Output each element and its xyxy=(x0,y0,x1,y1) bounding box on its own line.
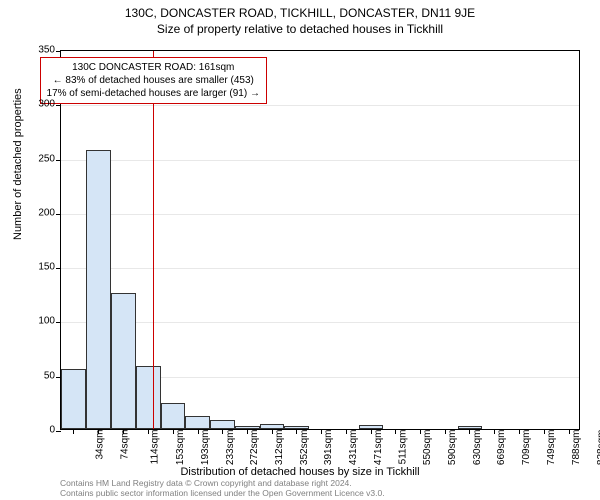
footer-line-1: Contains HM Land Registry data © Crown c… xyxy=(60,478,385,488)
x-tick-mark xyxy=(544,429,545,434)
x-tick-label: 788sqm xyxy=(571,430,582,466)
y-tick-label: 50 xyxy=(0,370,55,381)
x-tick-label: 431sqm xyxy=(348,430,359,466)
y-tick-mark xyxy=(56,322,61,323)
x-tick-mark xyxy=(420,429,421,434)
chart-title-main: 130C, DONCASTER ROAD, TICKHILL, DONCASTE… xyxy=(0,0,600,20)
histogram-bar xyxy=(61,369,86,429)
chart-plot-area: 34sqm74sqm114sqm153sqm193sqm233sqm272sqm… xyxy=(60,50,580,430)
marker-line xyxy=(153,51,154,429)
x-tick-mark xyxy=(569,429,570,434)
x-tick-label: 114sqm xyxy=(150,430,161,465)
y-tick-label: 250 xyxy=(0,153,55,164)
y-tick-mark xyxy=(56,268,61,269)
chart-title-sub: Size of property relative to detached ho… xyxy=(0,20,600,36)
grid-line xyxy=(61,268,579,269)
y-tick-mark xyxy=(56,105,61,106)
x-tick-mark xyxy=(73,429,74,434)
x-tick-mark xyxy=(395,429,396,434)
x-tick-mark xyxy=(198,429,199,434)
x-tick-label: 391sqm xyxy=(323,430,334,466)
y-tick-label: 200 xyxy=(0,207,55,218)
grid-line xyxy=(61,322,579,323)
y-tick-mark xyxy=(56,51,61,52)
x-tick-label: 471sqm xyxy=(373,430,384,466)
histogram-bar xyxy=(86,150,111,429)
x-tick-label: 511sqm xyxy=(397,430,408,465)
grid-line xyxy=(61,214,579,215)
x-tick-label: 74sqm xyxy=(120,430,131,460)
x-tick-label: 233sqm xyxy=(225,430,236,466)
x-tick-label: 749sqm xyxy=(546,430,557,466)
x-tick-mark xyxy=(98,429,99,434)
x-tick-mark xyxy=(222,429,223,434)
x-tick-label: 34sqm xyxy=(95,430,106,460)
x-tick-mark xyxy=(321,429,322,434)
x-tick-mark xyxy=(469,429,470,434)
x-tick-mark xyxy=(346,429,347,434)
x-tick-label: 550sqm xyxy=(422,430,433,466)
y-tick-label: 150 xyxy=(0,262,55,273)
x-tick-mark xyxy=(371,429,372,434)
x-tick-label: 709sqm xyxy=(521,430,532,466)
x-tick-label: 352sqm xyxy=(299,430,310,466)
info-box-line: 130C DONCASTER ROAD: 161sqm xyxy=(47,61,260,74)
y-tick-mark xyxy=(56,214,61,215)
x-tick-mark xyxy=(445,429,446,434)
x-tick-label: 153sqm xyxy=(175,430,186,466)
histogram-bar xyxy=(136,366,161,429)
y-tick-label: 100 xyxy=(0,316,55,327)
x-tick-label: 630sqm xyxy=(472,430,483,466)
x-tick-mark xyxy=(148,429,149,434)
footer-attribution: Contains HM Land Registry data © Crown c… xyxy=(60,478,385,498)
y-tick-label: 350 xyxy=(0,45,55,56)
x-tick-mark xyxy=(247,429,248,434)
x-tick-mark xyxy=(123,429,124,434)
histogram-bar xyxy=(185,416,210,429)
x-tick-label: 193sqm xyxy=(200,430,211,466)
footer-line-2: Contains public sector information licen… xyxy=(60,488,385,498)
info-box: 130C DONCASTER ROAD: 161sqm← 83% of deta… xyxy=(40,57,267,104)
grid-line xyxy=(61,105,579,106)
chart-container: 130C, DONCASTER ROAD, TICKHILL, DONCASTE… xyxy=(0,0,600,500)
histogram-bar xyxy=(111,293,136,429)
info-box-line: ← 83% of detached houses are smaller (45… xyxy=(47,74,260,87)
x-tick-label: 312sqm xyxy=(274,430,285,466)
y-tick-label: 300 xyxy=(0,99,55,110)
y-tick-label: 0 xyxy=(0,425,55,436)
y-tick-mark xyxy=(56,431,61,432)
x-tick-mark xyxy=(296,429,297,434)
grid-line xyxy=(61,160,579,161)
x-tick-mark xyxy=(173,429,174,434)
x-tick-mark xyxy=(494,429,495,434)
x-axis-label: Distribution of detached houses by size … xyxy=(0,466,600,478)
histogram-bar xyxy=(161,403,185,429)
info-box-line: 17% of semi-detached houses are larger (… xyxy=(47,87,260,100)
x-tick-label: 590sqm xyxy=(447,430,458,466)
x-tick-label: 669sqm xyxy=(496,430,507,466)
x-tick-mark xyxy=(272,429,273,434)
y-tick-mark xyxy=(56,160,61,161)
x-tick-label: 828sqm xyxy=(596,430,600,466)
x-tick-label: 272sqm xyxy=(249,430,260,466)
histogram-bar xyxy=(210,420,235,429)
x-tick-mark xyxy=(519,429,520,434)
